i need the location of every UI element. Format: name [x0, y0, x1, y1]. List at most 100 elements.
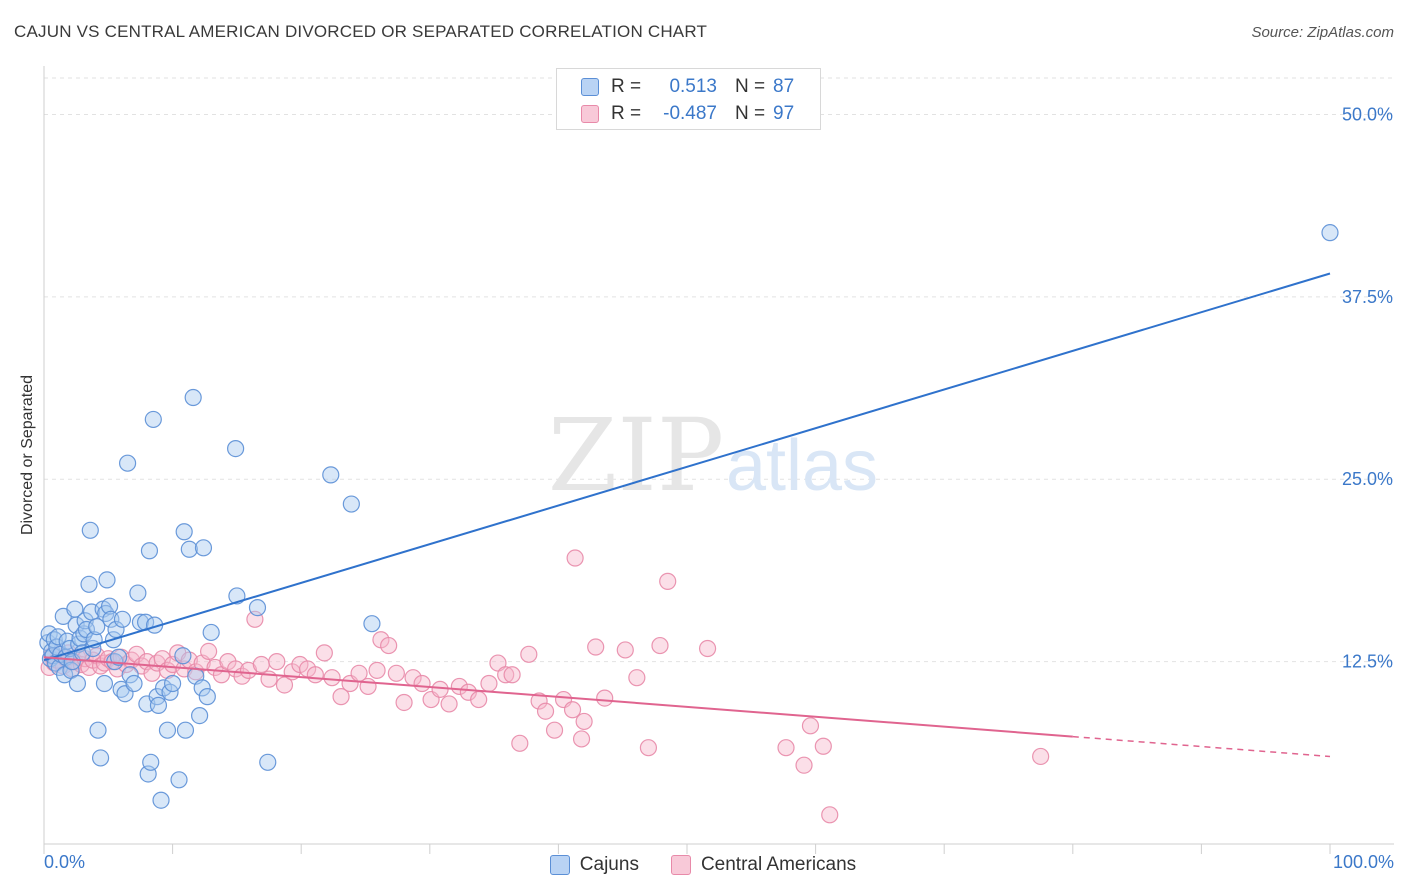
central-american-point	[628, 669, 646, 687]
cajun-point	[1321, 224, 1339, 242]
central-american-point	[511, 734, 529, 752]
cajun-point	[125, 674, 143, 693]
central-american-trendline-extension	[1072, 735, 1331, 758]
central-american-point	[497, 666, 515, 684]
cajun-point	[98, 571, 116, 589]
cajun-point	[88, 618, 106, 636]
cajun-point	[164, 674, 182, 693]
watermark-zip: ZIP	[548, 397, 724, 514]
cajun-point	[118, 454, 137, 472]
cajun-point	[89, 721, 107, 739]
central-american-point	[801, 717, 820, 735]
central-american-point	[332, 688, 350, 706]
central-american-point	[596, 689, 614, 707]
cajun-point	[95, 674, 114, 693]
x-tick-label-max: 100.0%	[1332, 852, 1394, 872]
y-tick-label: 25.0%	[1342, 469, 1393, 489]
central-american-point	[387, 664, 405, 682]
legend-n-label: N =	[735, 76, 766, 97]
central-american-point	[545, 721, 564, 739]
cajun-point	[140, 542, 159, 560]
cajun-point	[142, 753, 160, 771]
cajun-point	[175, 523, 193, 541]
central-american-point	[368, 661, 386, 679]
central-american-point	[651, 636, 669, 655]
chart-title: CAJUN VS CENTRAL AMERICAN DIVORCED OR SE…	[14, 22, 708, 41]
cajun-point	[61, 639, 79, 658]
cajun-point	[170, 771, 188, 789]
y-tick-label: 50.0%	[1342, 104, 1393, 124]
legend-n-value: 87	[773, 76, 795, 97]
legend-swatch-cajuns	[549, 855, 570, 875]
legend-swatch-cajuns	[581, 78, 599, 96]
legend-r-value: 0.513	[669, 76, 717, 97]
watermark-atlas: atlas	[726, 426, 878, 506]
cajun-point	[363, 615, 381, 633]
legend-row-central-americans: R = -0.487 N = 97	[581, 103, 794, 125]
central-american-point	[380, 636, 398, 655]
central-american-point	[440, 695, 458, 713]
trendlines	[43, 272, 1331, 758]
central-american-point	[395, 693, 413, 712]
source-credit: Source: ZipAtlas.com	[1251, 24, 1394, 41]
central-american-point	[480, 674, 498, 693]
cajun-point	[68, 674, 87, 693]
gridlines	[44, 77, 1394, 663]
central-american-point	[200, 642, 218, 661]
central-american-point	[530, 692, 548, 710]
cajun-point	[191, 707, 209, 725]
central-american-point	[639, 739, 658, 757]
cajun-point	[152, 791, 170, 809]
cajun-trendline	[43, 272, 1331, 662]
central-american-point	[413, 674, 431, 693]
central-american-point	[587, 638, 605, 656]
cajun-point	[109, 648, 128, 666]
cajun-point	[176, 721, 195, 739]
cajun-point	[248, 599, 267, 617]
legend-item-central-americans: Central Americans	[670, 854, 857, 876]
cajun-point	[194, 539, 213, 557]
central-american-point	[520, 645, 538, 663]
cajun-point	[202, 623, 220, 642]
legend-swatch-central-americans	[581, 105, 599, 123]
correlation-legend: R = 0.513 N = 87 R = -0.487 N = 97	[556, 68, 821, 130]
legend-n-label: N =	[735, 103, 766, 124]
central-american-point	[252, 655, 270, 674]
central-american-point	[323, 669, 341, 687]
series-legend: Cajuns Central Americans	[0, 852, 1406, 878]
central-american-point	[659, 572, 677, 590]
cajun-point	[158, 721, 177, 739]
watermark: ZIP atlas	[548, 397, 878, 514]
cajun-point	[149, 696, 168, 714]
legend-row-cajuns: R = 0.513 N = 87	[581, 76, 794, 98]
central-american-point	[795, 756, 813, 774]
cajun-point	[193, 679, 211, 697]
x-tick-label-min: 0.0%	[44, 852, 86, 872]
cajun-point	[49, 628, 67, 646]
central-american-point	[315, 644, 333, 662]
cajun-point	[322, 466, 340, 484]
cajun-point	[342, 495, 360, 513]
central-american-point	[306, 666, 324, 684]
legend-label-central-americans: Central Americans	[700, 854, 857, 875]
axes	[43, 66, 1394, 854]
cajun-point	[184, 388, 202, 407]
legend-label-cajuns: Cajuns	[579, 854, 639, 875]
central-american-point	[821, 806, 839, 824]
cajun-point	[227, 439, 245, 458]
central-american-point	[575, 712, 593, 731]
central-american-point	[814, 737, 832, 755]
cajun-point	[174, 647, 192, 665]
cajun-point	[100, 597, 119, 615]
legend-item-cajuns: Cajuns	[549, 854, 639, 876]
central-american-point	[268, 653, 286, 671]
cajun-point	[144, 410, 162, 429]
legend-r-label: R =	[611, 103, 642, 124]
central-american-point	[470, 690, 488, 709]
central-american-point	[572, 730, 591, 748]
central-american-point	[275, 676, 294, 694]
central-american-point	[698, 639, 717, 658]
central-american-point	[1032, 747, 1050, 766]
legend-r-value: -0.487	[663, 103, 717, 124]
